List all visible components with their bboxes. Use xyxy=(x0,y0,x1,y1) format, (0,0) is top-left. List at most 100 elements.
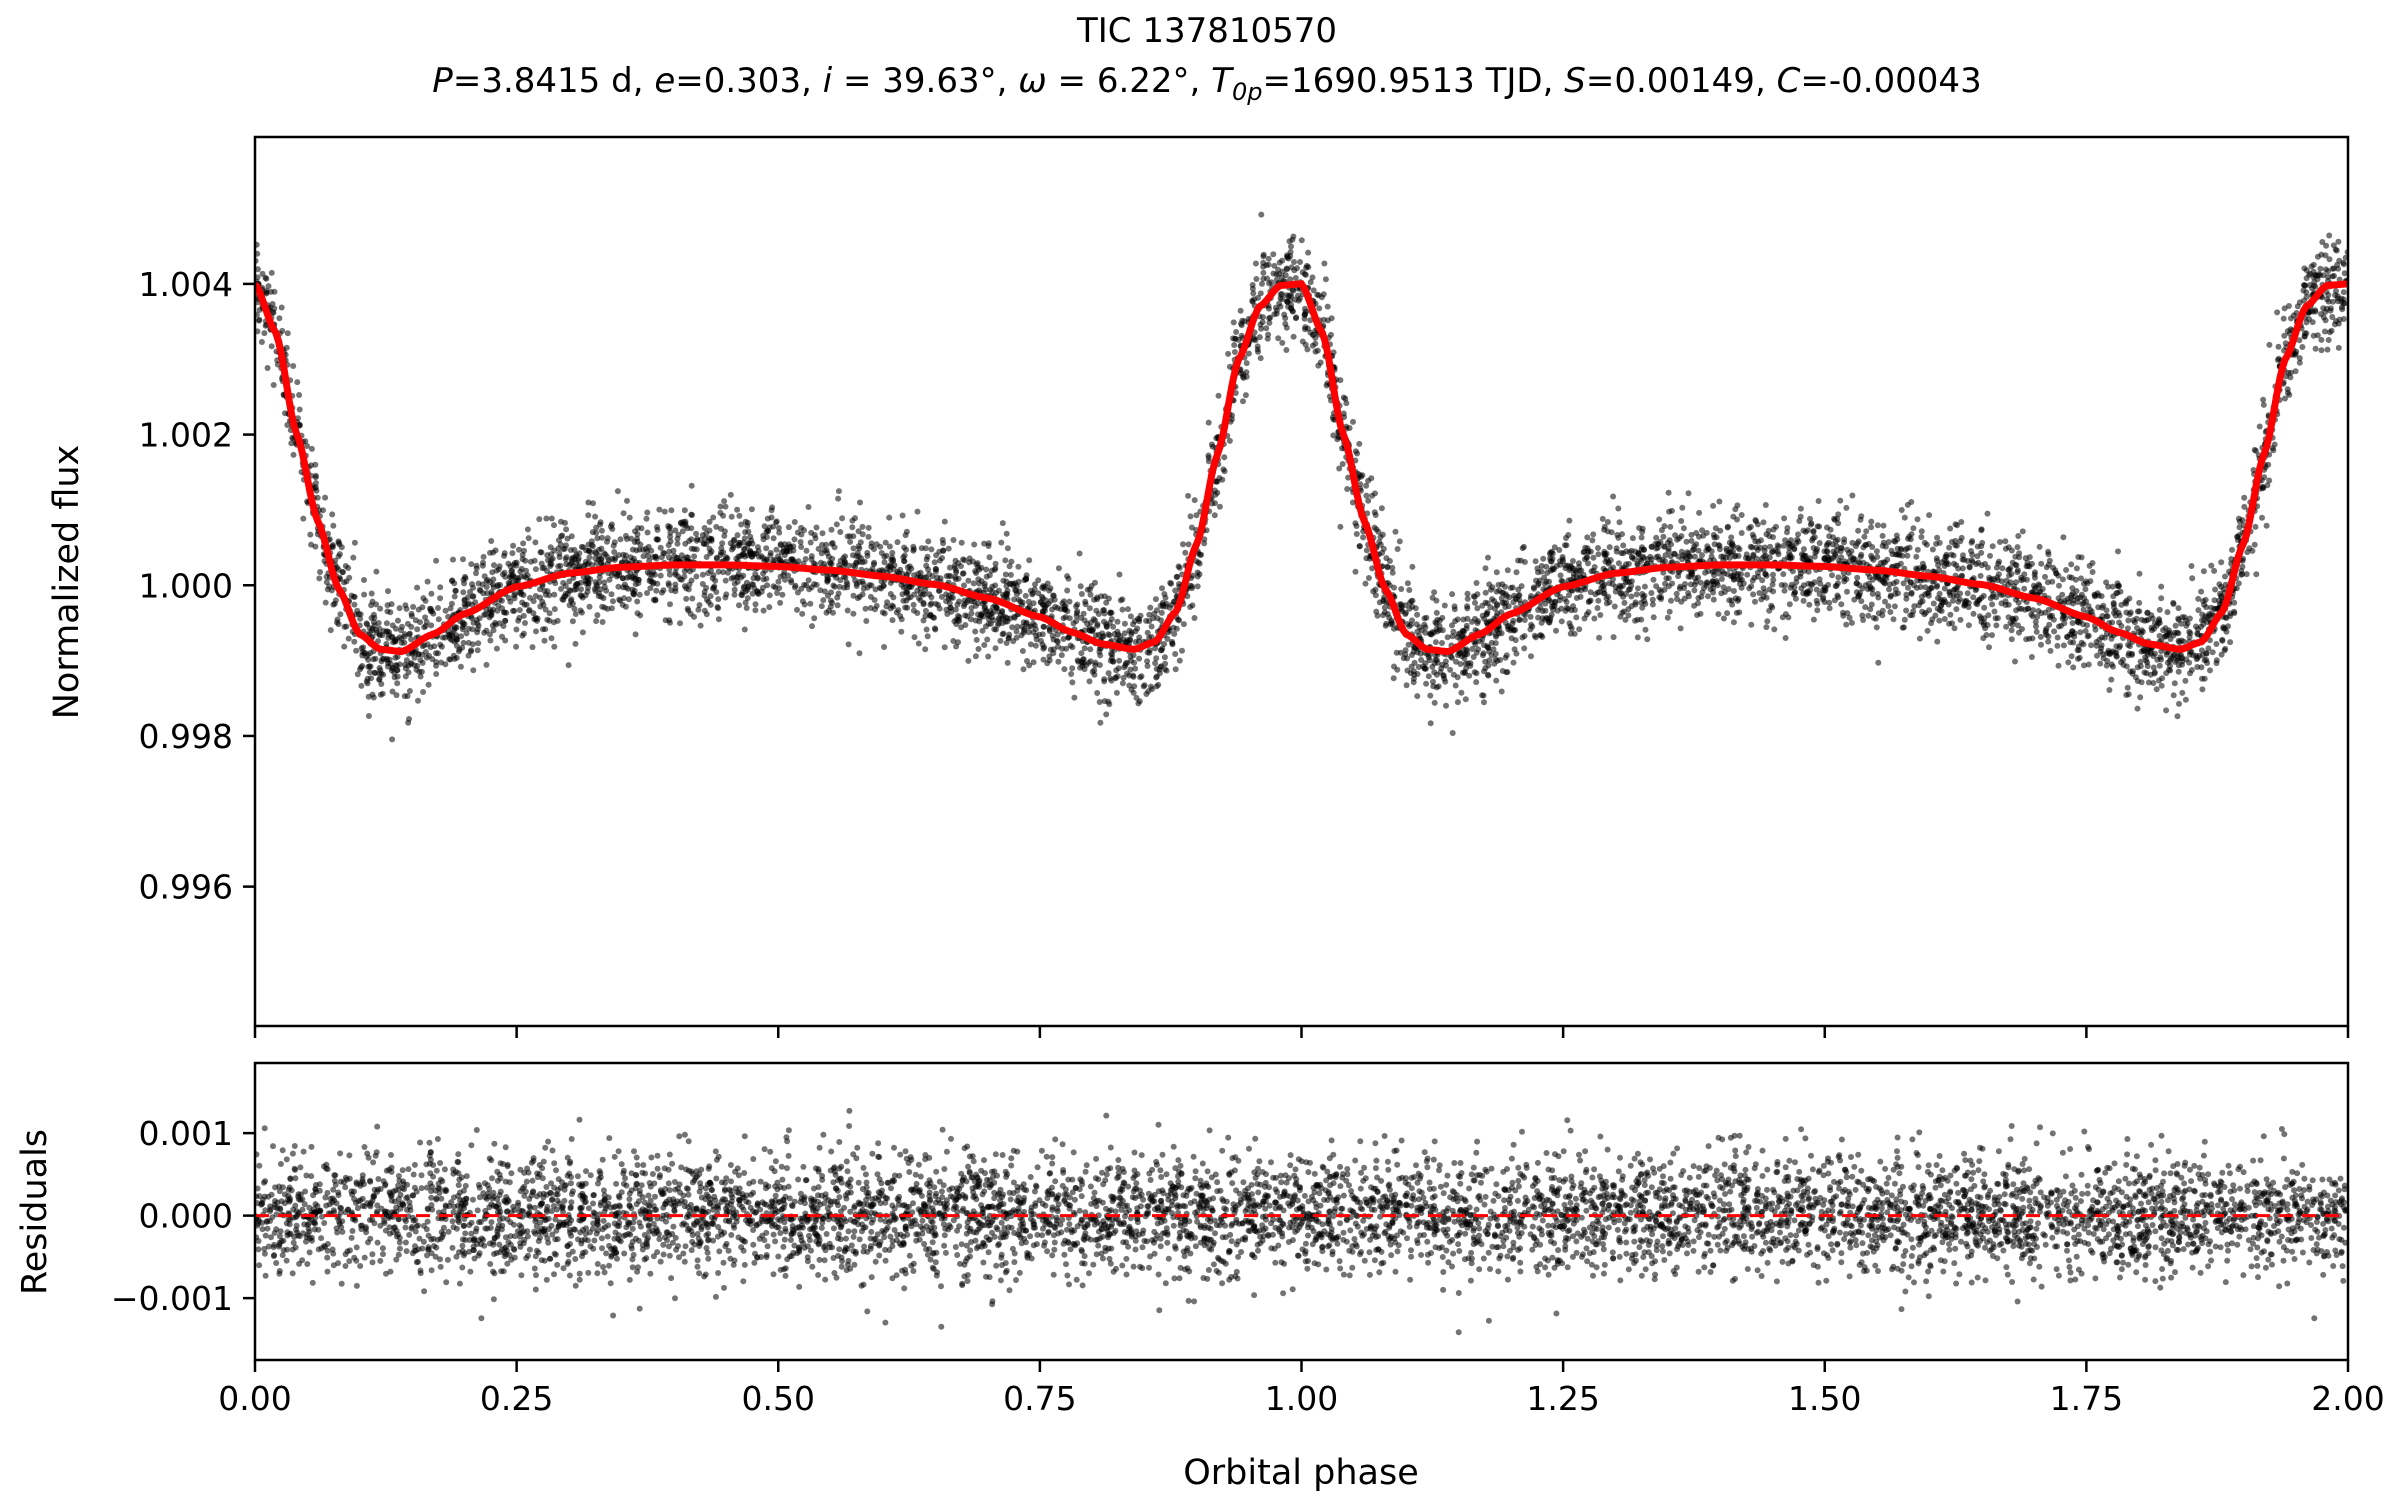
flux-point xyxy=(1685,593,1692,600)
flux-point xyxy=(1596,634,1603,641)
flux-point xyxy=(1082,598,1089,605)
flux-point xyxy=(2156,606,2163,613)
flux-point xyxy=(1898,507,1905,513)
flux-point xyxy=(1891,603,1898,610)
flux-point xyxy=(811,581,818,588)
flux-point xyxy=(710,514,717,521)
flux-point xyxy=(1946,620,1953,627)
flux-point xyxy=(901,552,908,559)
flux-point xyxy=(880,583,887,589)
flux-point xyxy=(1853,589,1860,596)
flux-point xyxy=(404,620,411,627)
flux-point xyxy=(586,603,593,610)
flux-point xyxy=(599,619,606,625)
flux-point xyxy=(389,736,396,743)
flux-point xyxy=(426,652,432,659)
flux-point xyxy=(932,566,939,573)
flux-point xyxy=(1439,640,1445,646)
flux-point xyxy=(1685,490,1692,497)
flux-point xyxy=(1344,486,1351,492)
flux-point xyxy=(2023,576,2030,583)
flux-point xyxy=(2108,676,2115,683)
flux-point xyxy=(811,615,818,622)
flux-point xyxy=(2158,682,2165,689)
flux-point xyxy=(1389,569,1396,576)
flux-point xyxy=(1163,603,1169,610)
flux-point xyxy=(519,556,526,563)
flux-point xyxy=(1537,604,1544,611)
flux-point xyxy=(1277,303,1284,310)
flux-point xyxy=(1464,590,1471,597)
flux-point xyxy=(437,584,444,591)
flux-point xyxy=(1064,587,1071,594)
flux-point xyxy=(2175,668,2182,675)
flux-point xyxy=(1471,594,1478,600)
flux-point xyxy=(859,523,866,530)
flux-point xyxy=(901,558,908,564)
flux-point xyxy=(1003,640,1010,646)
flux-point xyxy=(1356,440,1363,447)
flux-point xyxy=(1153,655,1160,662)
flux-point xyxy=(500,623,507,629)
flux-point xyxy=(1661,543,1668,550)
flux-point xyxy=(539,565,546,572)
flux-point xyxy=(2067,639,2074,646)
flux-point xyxy=(1634,634,1641,641)
flux-point xyxy=(754,575,761,582)
flux-point xyxy=(1650,576,1657,583)
flux-point xyxy=(1673,590,1680,597)
flux-point xyxy=(387,609,394,616)
flux-point xyxy=(1180,541,1186,548)
flux-point xyxy=(777,573,784,580)
flux-point xyxy=(1641,592,1648,599)
flux-point xyxy=(975,611,981,618)
flux-point xyxy=(1695,574,1702,581)
flux-point xyxy=(2321,328,2328,335)
flux-point xyxy=(706,527,713,534)
flux-point xyxy=(359,663,366,669)
flux-point xyxy=(708,548,715,555)
flux-point xyxy=(2201,601,2208,608)
flux-point xyxy=(865,533,872,540)
flux-point xyxy=(1144,658,1151,665)
flux-point xyxy=(722,577,729,584)
flux-point xyxy=(284,330,291,337)
flux-point xyxy=(1161,641,1168,647)
flux-point xyxy=(1837,497,1844,504)
flux-point xyxy=(513,626,520,633)
flux-point xyxy=(365,656,372,663)
flux-point xyxy=(828,589,834,596)
flux-point xyxy=(734,506,741,513)
flux-point xyxy=(2148,612,2155,619)
flux-point xyxy=(1427,720,1434,727)
flux-point xyxy=(428,622,435,629)
flux-point xyxy=(1649,601,1656,608)
flux-point xyxy=(2002,545,2009,552)
flux-point xyxy=(1662,552,1669,559)
flux-point xyxy=(999,615,1006,622)
flux-point xyxy=(1785,554,1792,561)
flux-point xyxy=(2153,622,2160,629)
flux-point xyxy=(973,570,980,576)
flux-point xyxy=(2115,548,2121,555)
flux-point xyxy=(2068,653,2075,660)
flux-point xyxy=(2100,602,2107,609)
flux-point xyxy=(490,584,497,591)
flux-point xyxy=(758,553,765,560)
flux-point xyxy=(1873,548,1880,555)
flux-point xyxy=(1398,586,1405,592)
flux-point xyxy=(2101,634,2108,641)
flux-point xyxy=(1880,522,1887,529)
flux-point xyxy=(572,611,579,617)
flux-point xyxy=(1600,565,1607,572)
chart-title: TIC 137810570 xyxy=(1076,11,1337,51)
flux-point xyxy=(491,562,497,569)
flux-point xyxy=(1091,671,1098,678)
flux-point xyxy=(1434,628,1441,635)
flux-point xyxy=(455,648,462,655)
flux-point xyxy=(346,574,353,581)
flux-point xyxy=(541,637,548,644)
flux-point xyxy=(1905,584,1911,591)
flux-point xyxy=(672,581,679,588)
flux-point xyxy=(1710,596,1717,603)
